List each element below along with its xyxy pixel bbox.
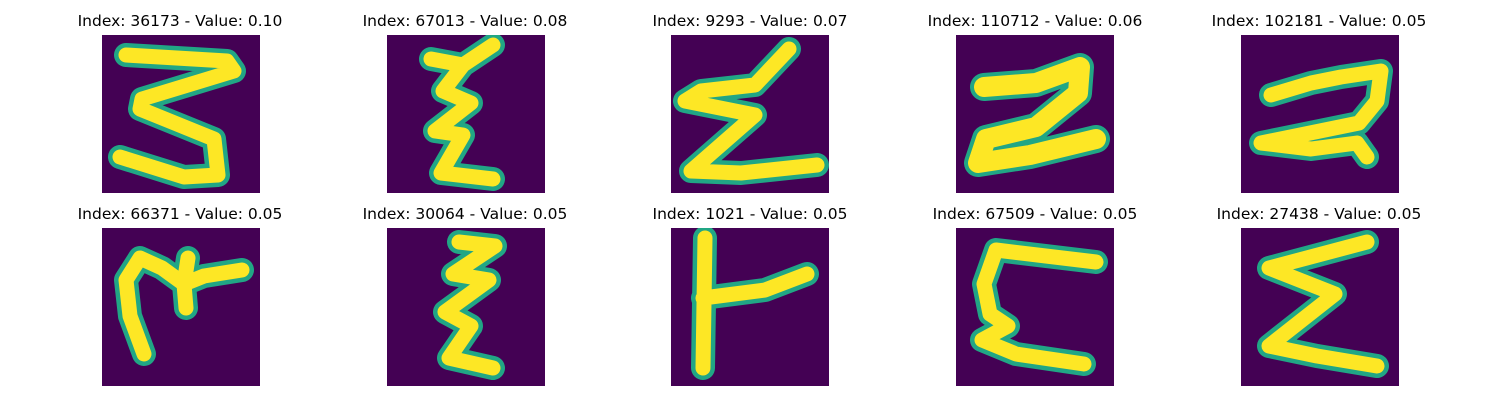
panel-title-3: Index: 9293 - Value: 0.07 xyxy=(652,12,848,30)
panel-title-5: Index: 102181 - Value: 0.05 xyxy=(1211,12,1427,30)
letter-z-icon xyxy=(102,35,260,193)
panel-title-6: Index: 66371 - Value: 0.05 xyxy=(77,205,283,223)
letter-e-icon xyxy=(956,228,1114,386)
panel-title-1: Index: 36173 - Value: 0.10 xyxy=(77,12,283,30)
panel-title-10: Index: 27438 - Value: 0.05 xyxy=(1216,205,1422,223)
panel-title-4: Index: 110712 - Value: 0.06 xyxy=(927,12,1143,30)
letter-z-icon xyxy=(1241,228,1399,386)
panel-title-9: Index: 67509 - Value: 0.05 xyxy=(932,205,1138,223)
letter-m-icon xyxy=(102,228,260,386)
letter-f-icon xyxy=(671,228,829,386)
panel-title-8: Index: 1021 - Value: 0.05 xyxy=(652,205,848,223)
letter-z-icon xyxy=(387,228,545,386)
letter-z-icon xyxy=(1241,35,1399,193)
letter-z-icon xyxy=(387,35,545,193)
panel-title-2: Index: 67013 - Value: 0.08 xyxy=(362,12,568,30)
letter-z-icon xyxy=(956,35,1114,193)
panel-title-7: Index: 30064 - Value: 0.05 xyxy=(362,205,568,223)
letter-z-icon xyxy=(671,35,829,193)
